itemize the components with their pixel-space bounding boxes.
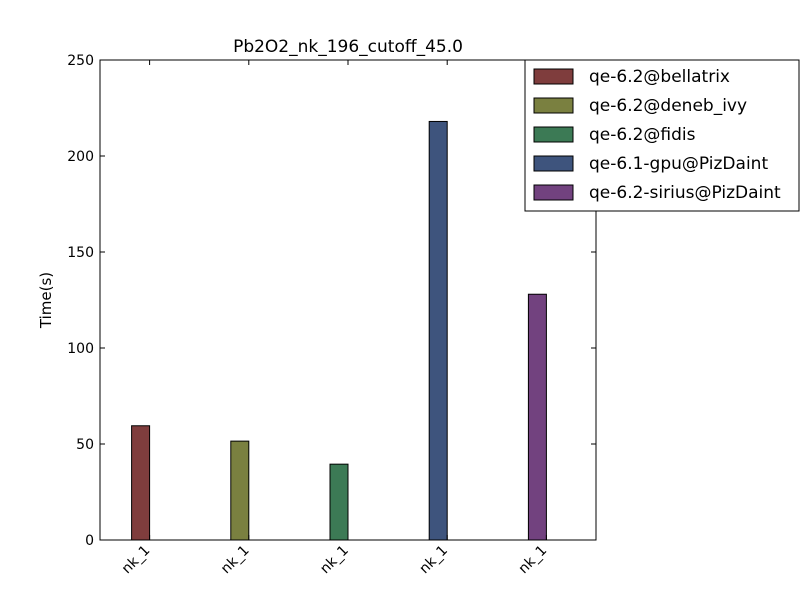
legend-label-1: qe-6.2@bellatrix <box>589 67 730 87</box>
bar-2 <box>230 440 250 541</box>
legend: qe-6.2@bellatrix qe-6.2@deneb_ivy qe-6.2@f… <box>524 59 800 212</box>
legend-label-5: qe-6.2-sirius@PizDaint <box>589 183 781 203</box>
legend-swatch-1 <box>533 68 574 85</box>
legend-swatch-4 <box>533 155 574 172</box>
legend-swatch-3 <box>533 126 574 143</box>
bar-1 <box>131 425 151 541</box>
legend-label-3: qe-6.2@fidis <box>589 125 696 145</box>
bar-4 <box>428 120 448 541</box>
y-tick-label: 100 <box>67 341 94 357</box>
legend-label-2: qe-6.2@deneb_ivy <box>589 96 747 116</box>
y-tick-label: 200 <box>67 149 94 165</box>
bar-3 <box>329 463 349 541</box>
legend-swatch-2 <box>533 97 574 114</box>
y-tick-label: 0 <box>85 533 94 549</box>
y-tick-label: 150 <box>67 245 94 261</box>
y-tick-label: 50 <box>76 437 94 453</box>
chart-title: Pb2O2_nk_196_cutoff_45.0 <box>233 37 463 57</box>
y-axis-label: Time(s) <box>37 272 55 329</box>
legend-swatch-5 <box>533 184 574 201</box>
y-tick-label: 250 <box>67 53 94 69</box>
legend-label-4: qe-6.1-gpu@PizDaint <box>589 154 768 174</box>
bar-5 <box>527 293 547 541</box>
